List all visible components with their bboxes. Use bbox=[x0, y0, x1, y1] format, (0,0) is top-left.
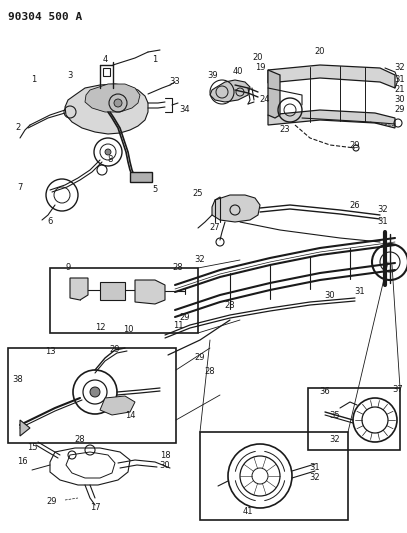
Polygon shape bbox=[85, 84, 140, 112]
Text: 20: 20 bbox=[315, 47, 325, 56]
Text: 31: 31 bbox=[310, 463, 320, 472]
Text: 32: 32 bbox=[195, 255, 205, 264]
Text: 32: 32 bbox=[310, 473, 320, 482]
Text: 19: 19 bbox=[255, 63, 265, 72]
Text: 24: 24 bbox=[260, 95, 270, 104]
Text: 14: 14 bbox=[125, 410, 135, 419]
Text: 29: 29 bbox=[47, 497, 57, 506]
Bar bbox=[50, 268, 198, 333]
Text: 28: 28 bbox=[205, 367, 215, 376]
Circle shape bbox=[90, 387, 100, 397]
Bar bbox=[100, 282, 125, 300]
Text: 28: 28 bbox=[173, 263, 183, 272]
Bar bbox=[200, 432, 348, 520]
Text: 30: 30 bbox=[160, 461, 170, 470]
Text: 12: 12 bbox=[95, 324, 105, 333]
Text: 5: 5 bbox=[152, 185, 158, 195]
Text: 16: 16 bbox=[17, 457, 27, 466]
Text: 13: 13 bbox=[45, 348, 55, 357]
Text: 29: 29 bbox=[350, 141, 360, 149]
Text: 21: 21 bbox=[395, 85, 405, 94]
Text: 41: 41 bbox=[243, 507, 253, 516]
Text: 1: 1 bbox=[152, 55, 158, 64]
Bar bbox=[308, 388, 400, 450]
Polygon shape bbox=[212, 195, 260, 222]
Polygon shape bbox=[70, 278, 88, 300]
Text: 1: 1 bbox=[31, 76, 37, 85]
Text: 33: 33 bbox=[170, 77, 180, 86]
Circle shape bbox=[105, 149, 111, 155]
Text: 30: 30 bbox=[395, 95, 405, 104]
Polygon shape bbox=[210, 80, 250, 102]
Polygon shape bbox=[268, 65, 395, 88]
Text: 28: 28 bbox=[225, 302, 235, 311]
Text: 8: 8 bbox=[107, 156, 113, 165]
Bar bbox=[8, 348, 176, 443]
Polygon shape bbox=[135, 280, 165, 304]
Text: 39: 39 bbox=[208, 70, 218, 79]
Text: 29: 29 bbox=[395, 106, 405, 115]
Polygon shape bbox=[65, 84, 148, 134]
Text: 40: 40 bbox=[233, 68, 243, 77]
Text: 31: 31 bbox=[378, 217, 388, 227]
Text: 28: 28 bbox=[75, 435, 85, 445]
Text: 2: 2 bbox=[15, 124, 21, 133]
Polygon shape bbox=[268, 110, 395, 128]
Text: 18: 18 bbox=[160, 450, 170, 459]
Text: 31: 31 bbox=[354, 287, 365, 296]
Text: 10: 10 bbox=[123, 326, 133, 335]
Text: 3: 3 bbox=[67, 70, 73, 79]
Text: 32: 32 bbox=[330, 435, 340, 445]
Text: 29: 29 bbox=[195, 353, 205, 362]
Text: 29: 29 bbox=[110, 345, 120, 354]
Text: 31: 31 bbox=[395, 76, 405, 85]
Polygon shape bbox=[130, 172, 152, 182]
Text: 25: 25 bbox=[193, 189, 203, 198]
Text: 9: 9 bbox=[66, 263, 71, 272]
Text: 90304 500 A: 90304 500 A bbox=[8, 12, 82, 22]
Text: 6: 6 bbox=[47, 217, 53, 227]
Text: 30: 30 bbox=[325, 290, 335, 300]
Text: 11: 11 bbox=[173, 320, 183, 329]
Text: 34: 34 bbox=[179, 106, 190, 115]
Text: 36: 36 bbox=[319, 387, 330, 397]
Text: 35: 35 bbox=[330, 410, 340, 419]
Bar bbox=[103, 68, 110, 76]
Polygon shape bbox=[268, 70, 280, 118]
Text: 37: 37 bbox=[393, 385, 403, 394]
Polygon shape bbox=[20, 420, 30, 436]
Text: 32: 32 bbox=[378, 206, 388, 214]
Text: 4: 4 bbox=[103, 55, 107, 64]
Text: 29: 29 bbox=[180, 313, 190, 322]
Text: 7: 7 bbox=[18, 183, 23, 192]
Text: 32: 32 bbox=[395, 63, 405, 72]
Text: 17: 17 bbox=[90, 504, 100, 513]
Text: 23: 23 bbox=[280, 125, 290, 134]
Text: 27: 27 bbox=[210, 223, 220, 232]
Circle shape bbox=[114, 99, 122, 107]
Polygon shape bbox=[100, 396, 135, 415]
Text: 26: 26 bbox=[350, 200, 360, 209]
Text: 20: 20 bbox=[253, 53, 263, 62]
Text: 15: 15 bbox=[27, 442, 37, 451]
Text: 38: 38 bbox=[13, 376, 23, 384]
